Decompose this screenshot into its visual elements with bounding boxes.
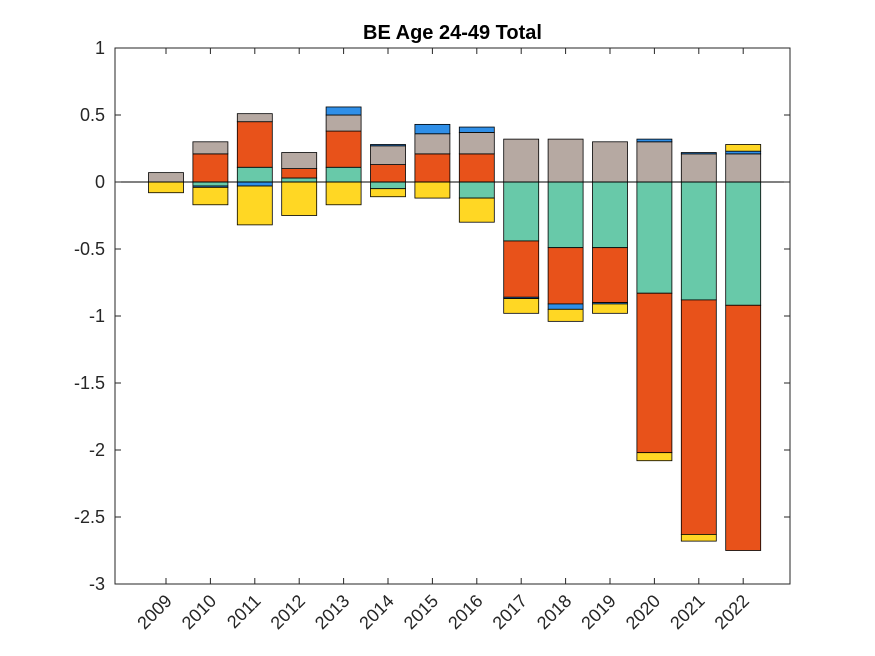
bar-segment-2015-s4 [414,123,451,135]
y-tick-label: -2 [89,440,105,460]
plot-area [115,48,790,584]
bar-segment-2017-s1 [503,181,540,242]
bar-segment-2015-s3 [414,133,451,155]
bar-segment-2012-s3 [281,152,318,170]
bar-segment-2018-s4 [547,303,584,310]
bar-segment-2016-s1 [458,181,495,199]
bar-segment-2022-s3 [725,153,762,183]
bar-segment-2019-s5 [592,303,628,314]
bar-segment-2020-s3 [636,141,673,183]
bar-segment-2013-s2 [325,130,362,168]
bar-segment-2012-s1 [281,177,318,183]
bar-segment-2016-s5 [458,197,495,223]
bar-segment-2011-s2 [236,121,273,168]
bar-segment-2014-s3 [370,145,406,165]
bar-segment-2019-s3 [592,141,628,183]
bar-segment-2022-s5 [725,144,762,152]
bar-segment-2021-s1 [680,181,717,301]
bar-segment-2015-s5 [414,181,451,199]
bar-segment-2010-s5 [192,186,229,206]
bar-segment-2012-s2 [281,168,318,179]
bar-segment-2018-s2 [547,247,584,305]
bar-segment-2012-s5 [281,181,318,216]
bar-segment-2010-s1 [192,181,229,187]
bar-segment-2022-s4 [725,150,762,155]
y-tick-label: 0.5 [80,105,105,125]
y-tick-label: 0 [95,172,105,192]
bar-segment-2013-s1 [325,166,362,183]
bar-segment-2017-s3 [503,138,540,183]
bar-segment-2016-s2 [458,153,495,183]
y-tick-label: -3 [89,574,105,594]
bar-segment-2013-s5 [325,181,362,206]
bar-segment-2009-s3 [148,172,184,183]
bar-segment-2009-s5 [148,181,184,194]
bar-segment-2013-s4 [325,106,362,116]
chart-title: BE Age 24-49 Total [363,22,542,44]
bar-segment-2017-s5 [503,298,540,314]
bar-segment-2022-s1 [725,181,762,306]
bar-segment-2014-s4 [370,144,406,147]
bar-segment-2011-s3 [236,113,273,123]
bar-segment-2018-s1 [547,181,584,249]
bar-segment-2019-s1 [592,181,628,249]
bar-segment-2017-s2 [503,240,540,298]
y-tick-label: -1 [89,306,105,326]
bar-segment-2022-s2 [725,304,762,551]
bar-segment-2015-s2 [414,153,451,183]
bars-layer [148,106,762,551]
y-axis: -3 -2.5 -2 -1.5 -1 -0.5 0 0.5 1 [74,38,790,594]
bar-segment-2011-s1 [236,166,273,183]
bar-segment-2016-s3 [458,132,495,155]
y-tick-label: -2.5 [74,507,105,527]
bar-segment-2020-s5 [636,452,673,462]
bar-segment-2018-s3 [547,138,584,183]
bar-segment-2011-s4 [236,181,273,187]
bar-segment-2021-s4 [680,152,717,155]
bar-segment-2021-s3 [680,153,717,183]
bar-segment-2020-s2 [636,292,673,454]
bar-segment-2010-s3 [192,141,229,155]
bar-segment-2014-s2 [370,164,406,183]
y-tick-label: 1 [95,38,105,58]
bar-segment-2020-s1 [636,181,673,294]
bar-segment-2010-s2 [192,153,229,183]
bar-segment-2011-s5 [236,185,273,226]
bar-segment-2014-s5 [370,188,406,198]
y-tick-label: -1.5 [74,373,105,393]
bar-segment-2020-s4 [636,138,673,143]
bar-segment-2014-s1 [370,181,406,190]
bar-segment-2016-s4 [458,126,495,133]
bar-segment-2021-s2 [680,299,717,535]
bar-segment-2018-s5 [547,308,584,322]
bar-segment-2013-s3 [325,114,362,132]
bar-segment-2019-s2 [592,247,628,304]
bar-segment-2021-s5 [680,534,717,542]
y-tick-label: -0.5 [74,239,105,259]
